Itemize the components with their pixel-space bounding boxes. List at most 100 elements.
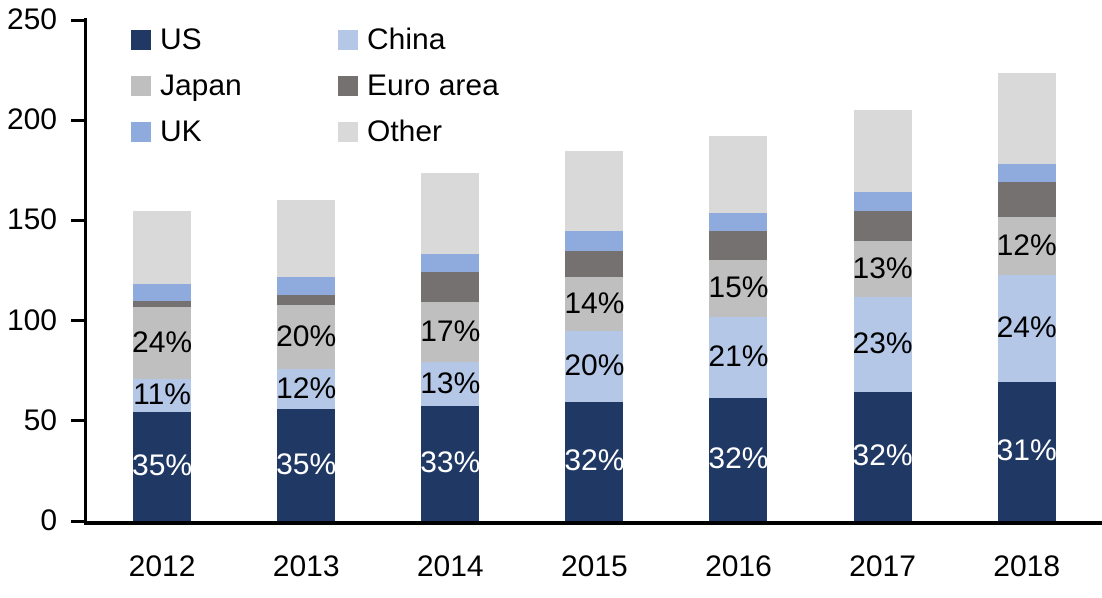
y-axis-tick-label: 150 bbox=[6, 203, 57, 237]
bar-segment-us: 32% bbox=[708, 397, 768, 521]
y-axis-tick-label: 200 bbox=[6, 103, 57, 137]
segment-percent-label: 31% bbox=[996, 434, 1057, 468]
bar-segment-euro-area bbox=[853, 211, 912, 242]
y-axis-tick-mark bbox=[71, 218, 84, 222]
legend-item-euro-area: Euro area bbox=[338, 71, 499, 101]
legend-swatch-icon bbox=[338, 76, 358, 96]
bar-2017: 32% 23% 13% bbox=[852, 110, 913, 521]
legend-label: UK bbox=[160, 115, 202, 148]
bar-segment-other bbox=[709, 136, 768, 214]
bar-segment-other bbox=[421, 173, 480, 254]
bar-2018: 31% 24% 12% bbox=[996, 73, 1057, 521]
bar-segment-euro-area bbox=[997, 182, 1056, 218]
bar-segment-us: 35% bbox=[132, 411, 193, 521]
bar-segment-other bbox=[133, 211, 192, 284]
bar-segment-japan: 14% bbox=[564, 276, 625, 331]
segment-percent-label: 15% bbox=[708, 271, 769, 305]
bar-2016: 32% 21% 15% bbox=[708, 136, 769, 521]
legend-item-china: China bbox=[338, 25, 499, 55]
bar-2013: 35% 12% 20% bbox=[276, 200, 337, 521]
segment-percent-label: 35% bbox=[132, 449, 193, 483]
segment-percent-label: 32% bbox=[564, 444, 625, 478]
bar-segment-euro-area bbox=[277, 294, 336, 305]
bar-segment-us: 35% bbox=[276, 408, 337, 521]
segment-percent-label: 14% bbox=[564, 286, 625, 320]
bar-segment-china: 24% bbox=[996, 274, 1057, 382]
segment-percent-label: 13% bbox=[852, 252, 913, 285]
bar-segment-us: 31% bbox=[996, 381, 1057, 521]
segment-percent-label: 11% bbox=[133, 378, 191, 412]
segment-percent-label: 24% bbox=[132, 325, 193, 359]
segment-percent-label: 13% bbox=[420, 366, 481, 400]
bar-segment-uk bbox=[277, 276, 336, 295]
y-axis-tick-label: 250 bbox=[6, 3, 57, 36]
legend-swatch-icon bbox=[338, 122, 358, 142]
legend-item-uk: UK bbox=[131, 117, 338, 147]
bar-segment-uk bbox=[853, 192, 912, 212]
bar-segment-japan: 24% bbox=[132, 306, 193, 379]
bar-segment-euro-area bbox=[133, 300, 192, 307]
bar-segment-us: 33% bbox=[420, 405, 481, 521]
legend-swatch-icon bbox=[131, 122, 151, 142]
legend-label: Japan bbox=[160, 69, 242, 102]
legend-label: Euro area bbox=[367, 69, 499, 102]
bar-segment-euro-area bbox=[421, 271, 480, 302]
segment-percent-label: 20% bbox=[276, 319, 337, 353]
segment-percent-label: 12% bbox=[276, 371, 337, 405]
bar-2012: 35% 11% 24% bbox=[132, 211, 193, 521]
bar-2015: 32% 20% 14% bbox=[564, 151, 625, 521]
x-axis-label: 2012 bbox=[128, 550, 196, 583]
legend-swatch-icon bbox=[338, 30, 358, 50]
y-axis-tick-mark bbox=[71, 419, 84, 423]
legend-item-other: Other bbox=[338, 117, 499, 147]
segment-percent-label: 24% bbox=[996, 311, 1057, 345]
legend-swatch-icon bbox=[131, 76, 151, 96]
y-axis-tick-mark bbox=[71, 519, 84, 523]
y-axis-line bbox=[84, 18, 87, 525]
bar-segment-other bbox=[277, 200, 336, 277]
x-axis-label: 2015 bbox=[560, 550, 628, 583]
legend-label: Other bbox=[367, 115, 443, 148]
legend-item-us: US bbox=[131, 25, 338, 55]
bar-segment-uk bbox=[997, 164, 1056, 183]
bar-segment-china: 23% bbox=[852, 296, 913, 392]
bar-segment-japan: 20% bbox=[276, 304, 337, 369]
segment-percent-label: 32% bbox=[852, 439, 913, 473]
bar-segment-euro-area bbox=[709, 231, 768, 260]
bar-segment-us: 32% bbox=[852, 391, 913, 521]
y-axis-tick-mark bbox=[71, 18, 84, 22]
x-axis-label: 2016 bbox=[705, 550, 772, 583]
bar-segment-other bbox=[997, 73, 1056, 165]
bar-segment-other bbox=[565, 151, 624, 232]
legend-label: China bbox=[367, 23, 446, 56]
x-axis-label: 2017 bbox=[849, 550, 916, 583]
bar-segment-japan: 17% bbox=[420, 301, 481, 362]
segment-percent-label: 33% bbox=[420, 446, 481, 480]
bar-segment-china: 20% bbox=[564, 330, 624, 402]
y-axis-tick-label: 50 bbox=[23, 403, 57, 437]
bar-segment-uk bbox=[565, 231, 624, 252]
x-axis-label: 2018 bbox=[993, 550, 1061, 583]
segment-percent-label: 23% bbox=[852, 327, 913, 361]
x-axis-line bbox=[84, 521, 1102, 525]
bar-segment-japan: 12% bbox=[996, 217, 1057, 275]
legend-item-japan: Japan bbox=[131, 71, 338, 101]
segment-percent-label: 17% bbox=[420, 314, 481, 348]
legend: US China Japan Euro area UK Other bbox=[131, 25, 499, 147]
bar-segment-japan: 15% bbox=[708, 259, 769, 317]
y-axis-tick-mark bbox=[71, 118, 84, 122]
bar-segment-us: 32% bbox=[564, 401, 625, 521]
y-axis-tick-label: 100 bbox=[6, 303, 57, 337]
segment-percent-label: 35% bbox=[276, 447, 337, 481]
segment-percent-label: 12% bbox=[996, 228, 1057, 262]
bar-segment-uk bbox=[709, 213, 768, 232]
y-axis-tick-mark bbox=[71, 319, 84, 323]
segment-percent-label: 21% bbox=[708, 340, 769, 374]
bar-2014: 33% 13% 17% bbox=[420, 173, 481, 521]
legend-swatch-icon bbox=[131, 30, 151, 50]
bar-segment-uk bbox=[133, 283, 192, 301]
bar-segment-uk bbox=[421, 253, 480, 272]
bar-segment-japan: 13% bbox=[852, 241, 913, 297]
legend-label: US bbox=[160, 23, 202, 56]
